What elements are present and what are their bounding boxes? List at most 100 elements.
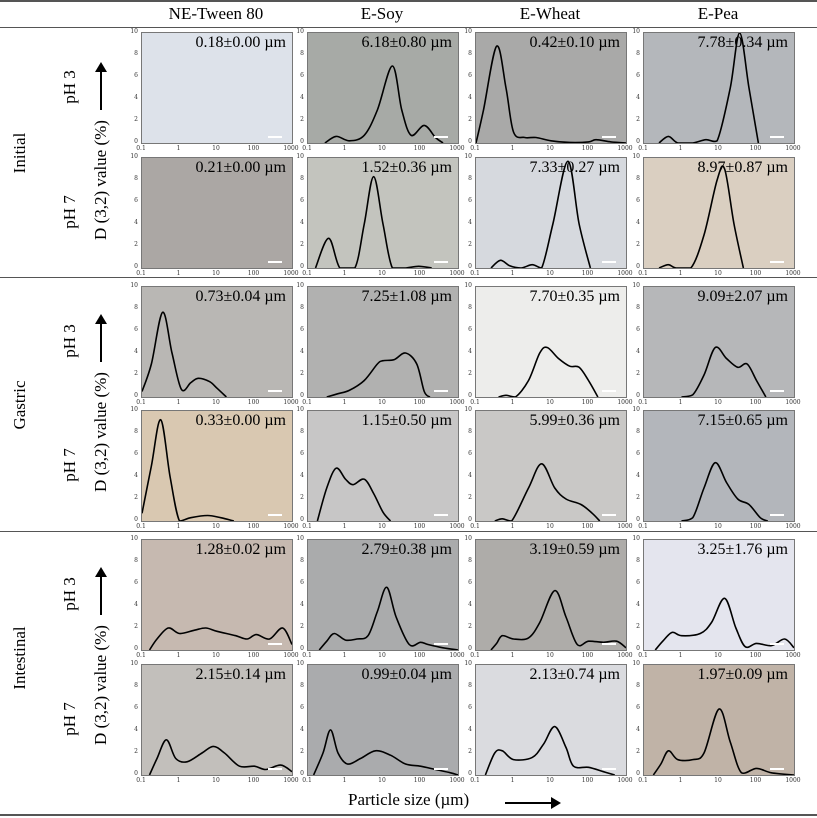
distribution-chart xyxy=(652,708,794,775)
x-tick-label: 0.1 xyxy=(638,399,648,406)
x-tick-label: 1 xyxy=(510,399,515,406)
micrograph-plot-area: 6.18±0.80 µm xyxy=(307,32,459,144)
x-tick-label: 0.1 xyxy=(470,145,480,152)
distribution-chart xyxy=(142,311,227,397)
y-tick-label: 6 xyxy=(134,704,138,711)
x-tick-label: 0.1 xyxy=(302,399,312,406)
micrograph-plot-area: 2.79±0.38 µm xyxy=(307,539,459,651)
y-tick-label: 2 xyxy=(134,623,138,630)
x-tick-label: 100 xyxy=(581,399,594,406)
y-tick-label: 4 xyxy=(636,601,640,608)
mean-size-label: 7.25±1.08 µm xyxy=(361,288,452,305)
y-tick-label: 6 xyxy=(300,72,304,79)
stage-label-initial: Initial xyxy=(10,132,29,173)
mean-size-label: 5.99±0.36 µm xyxy=(529,412,620,429)
y-tick-label: 2 xyxy=(636,370,640,377)
distribution-chart xyxy=(142,418,235,521)
micrograph-plot-area: 7.25±1.08 µm xyxy=(307,286,459,398)
x-tick-label: 10 xyxy=(212,523,220,530)
scale-bar xyxy=(770,514,784,516)
micrograph-plot-area: 5.99±0.36 µm xyxy=(475,410,627,522)
y-tick-label: 4 xyxy=(300,94,304,101)
y-tick-label: 10 xyxy=(632,535,640,542)
y-tick-label: 10 xyxy=(130,282,138,289)
distribution-chart xyxy=(681,461,769,521)
y-tick-label: 10 xyxy=(130,535,138,542)
y-tick-label: 8 xyxy=(636,557,640,564)
ph-label: pH 3 xyxy=(60,324,79,358)
micrograph-plot-area: 1.97±0.09 µm xyxy=(643,664,795,776)
y-tick-label: 8 xyxy=(300,50,304,57)
x-tick-label: 1 xyxy=(176,399,181,406)
size-distribution-line xyxy=(490,160,592,268)
size-distribution-line xyxy=(681,346,767,397)
y-tick-label: 8 xyxy=(134,304,138,311)
x-tick-label: 10 xyxy=(546,145,554,152)
ph-label: pH 3 xyxy=(60,70,79,104)
y-tick-label: 4 xyxy=(468,94,472,101)
y-tick-label: 8 xyxy=(636,428,640,435)
y-tick-label: 8 xyxy=(636,50,640,57)
x-tick-label: 0.1 xyxy=(470,777,480,784)
x-tick-label: 10 xyxy=(546,652,554,659)
micrograph-plot-area: 7.33±0.27 µm xyxy=(475,157,627,269)
distribution-chart xyxy=(484,725,615,775)
y-tick-label: 0 xyxy=(468,645,472,652)
y-tick-label: 4 xyxy=(134,219,138,226)
x-tick-label: 0.1 xyxy=(136,652,146,659)
x-tick-label: 0.1 xyxy=(136,523,146,530)
x-tick-label: 1 xyxy=(678,399,683,406)
scale-bar xyxy=(770,261,784,263)
y-tick-label: 10 xyxy=(464,282,472,289)
y-axis-label: D (3,2) value (%) xyxy=(91,119,110,240)
x-tick-label: 10 xyxy=(212,777,220,784)
right-arrow-icon xyxy=(505,797,561,809)
y-tick-label: 10 xyxy=(130,153,138,160)
y-tick-label: 4 xyxy=(636,219,640,226)
y-tick-label: 4 xyxy=(636,348,640,355)
y-tick-label: 6 xyxy=(134,579,138,586)
y-tick-label: 6 xyxy=(636,326,640,333)
x-tick-label: 1000 xyxy=(449,270,465,277)
y-tick-label: 8 xyxy=(300,557,304,564)
y-tick-label: 4 xyxy=(134,94,138,101)
y-tick-label: 6 xyxy=(468,197,472,204)
y-tick-label: 4 xyxy=(300,348,304,355)
scale-bar xyxy=(770,390,784,392)
y-tick-label: 6 xyxy=(300,326,304,333)
y-tick-label: 2 xyxy=(300,623,304,630)
x-tick-label: 0.1 xyxy=(638,145,648,152)
micrograph-plot-area: 0.18±0.00 µm xyxy=(141,32,293,144)
scale-bar xyxy=(602,643,616,645)
x-tick-label: 100 xyxy=(413,777,426,784)
x-tick-label: 1 xyxy=(510,270,515,277)
y-tick-label: 10 xyxy=(632,406,640,413)
y-tick-label: 0 xyxy=(468,770,472,777)
y-tick-label: 4 xyxy=(468,348,472,355)
x-tick-label: 1000 xyxy=(617,523,633,530)
y-tick-label: 8 xyxy=(468,50,472,57)
y-tick-label: 0 xyxy=(636,645,640,652)
x-tick-label: 1000 xyxy=(617,652,633,659)
distribution-chart xyxy=(490,160,592,268)
y-axis-label-group: D (3,2) value (%) xyxy=(91,295,111,515)
micrograph-plot-area: 7.78±0.34 µm xyxy=(643,32,795,144)
y-tick-label: 10 xyxy=(130,406,138,413)
y-tick-label: 6 xyxy=(636,579,640,586)
size-distribution-line xyxy=(490,589,626,650)
y-tick-label: 8 xyxy=(636,175,640,182)
y-tick-label: 6 xyxy=(636,704,640,711)
micrograph-plot-area: 7.70±0.35 µm xyxy=(475,286,627,398)
micrograph-plot-area: 7.15±0.65 µm xyxy=(643,410,795,522)
x-tick-label: 1000 xyxy=(449,399,465,406)
stage-divider-intestinal xyxy=(0,531,817,532)
x-tick-label: 1000 xyxy=(617,777,633,784)
x-tick-label: 0.1 xyxy=(638,523,648,530)
x-tick-label: 0.1 xyxy=(470,523,480,530)
micrograph-plot-area: 8.97±0.87 µm xyxy=(643,157,795,269)
distribution-chart xyxy=(494,462,601,521)
scale-bar xyxy=(602,136,616,138)
x-tick-label: 10 xyxy=(378,145,386,152)
y-tick-label: 6 xyxy=(134,72,138,79)
x-tick-label: 1 xyxy=(176,270,181,277)
